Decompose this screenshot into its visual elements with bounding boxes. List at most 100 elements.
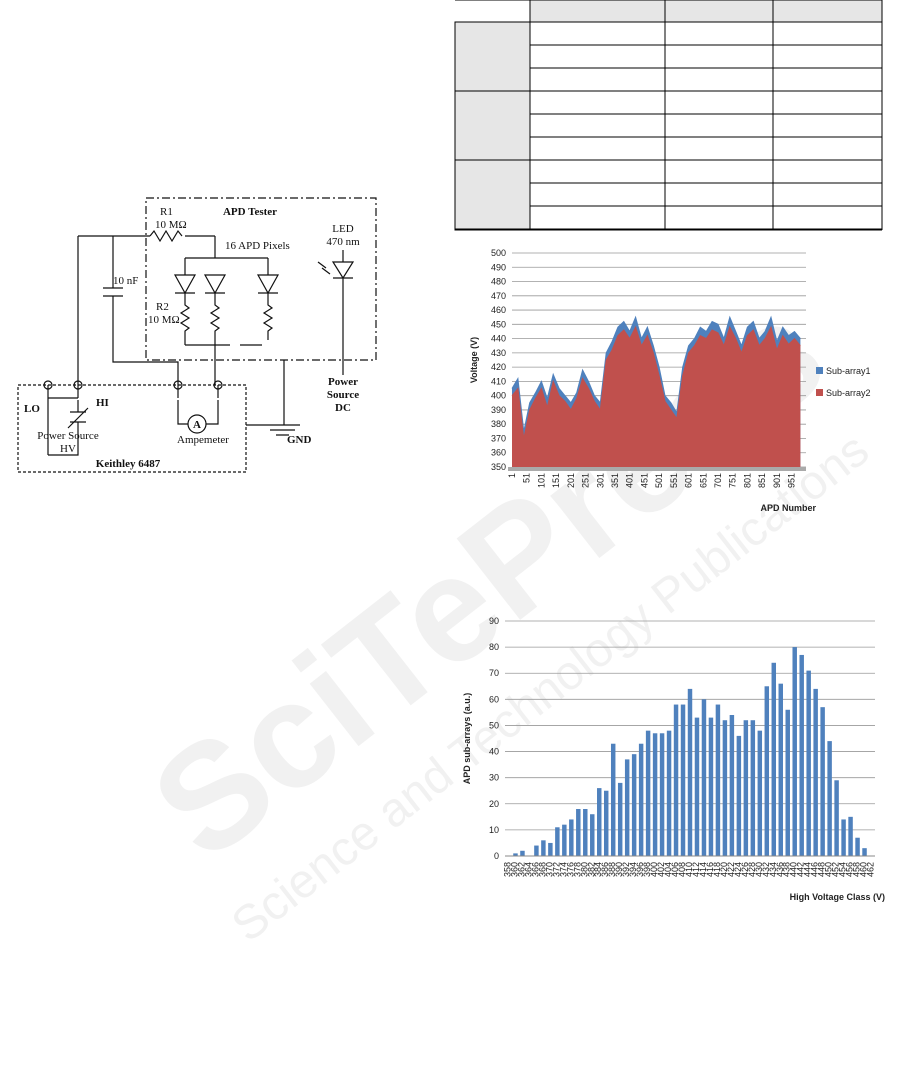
label: DC — [335, 402, 351, 414]
bar — [513, 853, 518, 856]
x-tick-label: 601 — [684, 473, 694, 488]
x-tick-label: 402 — [656, 862, 666, 877]
legend-label: Sub-array2 — [826, 388, 871, 398]
y-tick-label: 360 — [491, 448, 506, 458]
x-tick-label: 460 — [859, 862, 869, 877]
bar — [785, 709, 790, 856]
bar — [624, 759, 630, 856]
x-tick-label: 414 — [698, 862, 708, 877]
x-tick-label: 404 — [663, 862, 673, 877]
x-tick-label: 446 — [810, 862, 820, 877]
x-tick-label: 368 — [537, 862, 547, 877]
x-tick-label: 451 — [639, 473, 649, 488]
x-tick-label: 412 — [691, 862, 701, 877]
x-tick-label: 392 — [621, 862, 631, 877]
label: Power Source — [37, 430, 99, 442]
area-fill — [512, 327, 801, 467]
y-tick-label: 470 — [491, 291, 506, 301]
bar — [792, 647, 797, 856]
x-tick-label: 388 — [607, 862, 617, 877]
y-tick-label: 50 — [489, 720, 499, 730]
bar — [841, 819, 846, 856]
histogram-chart: 0 10 20 30 40 50 60 70 80 90 APD sub-arrays (a.u.)… — [462, 616, 885, 902]
bar — [652, 733, 658, 856]
x-tick-label: 394 — [628, 862, 638, 877]
x-tick-label: 462 — [866, 862, 876, 877]
area-line — [511, 315, 801, 432]
y-tick-label: 60 — [489, 694, 499, 704]
x-tick-label: 426 — [740, 862, 750, 877]
y-tick-label: 380 — [491, 419, 506, 429]
x-tick-label: 501 — [654, 473, 664, 488]
x-tick-label: 364 — [523, 862, 533, 877]
circuit-diagram: APD Tester R1 10 MΩ 16 APD Pixels LED 47… — [17, 197, 377, 473]
x-tick-label: 370 — [544, 862, 554, 877]
x-tick-label: 424 — [733, 862, 743, 877]
x-tick-label: 422 — [726, 862, 736, 877]
x-tick-label: 751 — [728, 473, 738, 488]
bar — [603, 790, 609, 856]
legend-swatch — [816, 367, 823, 374]
keithley-wires — [47, 385, 219, 456]
led-wires — [214, 250, 355, 436]
bar — [757, 730, 763, 856]
bar — [806, 670, 811, 856]
y-tick-label: 410 — [491, 376, 506, 386]
label: 16 APD Pixels — [225, 240, 290, 252]
x-tick-label: 372 — [551, 862, 561, 877]
label: A — [193, 419, 201, 431]
bar — [659, 733, 665, 856]
y-tick-label: 70 — [489, 668, 499, 678]
label: GND — [287, 434, 312, 446]
label: Power — [328, 376, 358, 388]
x-tick-label: 401 — [625, 473, 635, 488]
legend-swatch — [816, 389, 823, 396]
bar — [750, 720, 756, 856]
x-tick-label: 151 — [551, 473, 561, 488]
label: 10 MΩ — [148, 314, 180, 326]
x-tick-label: 454 — [838, 862, 848, 877]
y-tick-label: 20 — [489, 799, 499, 809]
bar — [520, 850, 525, 856]
x-tick-label: 456 — [845, 862, 855, 877]
label: Keithley 6487 — [96, 458, 161, 470]
header-row — [529, 0, 883, 23]
x-tick-label: 420 — [719, 862, 729, 877]
x-axis-title: High Voltage Class (V) — [790, 892, 885, 902]
y-tick-label: 390 — [491, 405, 506, 415]
label: HV — [60, 443, 76, 455]
x-tick-label: 440 — [789, 862, 799, 877]
bar — [764, 686, 770, 856]
x-tick-label: 201 — [566, 473, 576, 488]
y-tick-label: 440 — [491, 334, 506, 344]
x-tick-label: 551 — [669, 473, 679, 488]
x-tick-label: 701 — [713, 473, 723, 488]
y-axis-title: APD sub-arrays (a.u.) — [462, 693, 472, 785]
x-tick-label: 438 — [782, 862, 792, 877]
bar — [778, 683, 783, 856]
x-tick-label: 406 — [670, 862, 680, 877]
area-line — [511, 325, 801, 439]
bar — [645, 730, 651, 856]
bar — [701, 699, 707, 856]
y-tick-label: 40 — [489, 747, 499, 757]
x-tick-label: 416 — [705, 862, 715, 877]
wire — [77, 235, 269, 385]
bar — [673, 704, 679, 856]
x-tick-label: 951 — [787, 473, 797, 488]
x-tick-label: 450 — [824, 862, 834, 877]
table — [454, 0, 883, 231]
group-cell — [454, 159, 531, 231]
y-tick-label: 450 — [491, 319, 506, 329]
bar — [610, 743, 616, 856]
y-tick-label: 30 — [489, 773, 499, 783]
bar — [666, 730, 672, 856]
x-tick-label: 430 — [754, 862, 764, 877]
x-tick-label: 351 — [610, 473, 620, 488]
label: HI — [96, 397, 109, 409]
x-tick-label: 390 — [614, 862, 624, 877]
x-tick-label: 362 — [516, 862, 526, 877]
y-tick-label: 370 — [491, 433, 506, 443]
label: APD Tester — [223, 206, 277, 218]
